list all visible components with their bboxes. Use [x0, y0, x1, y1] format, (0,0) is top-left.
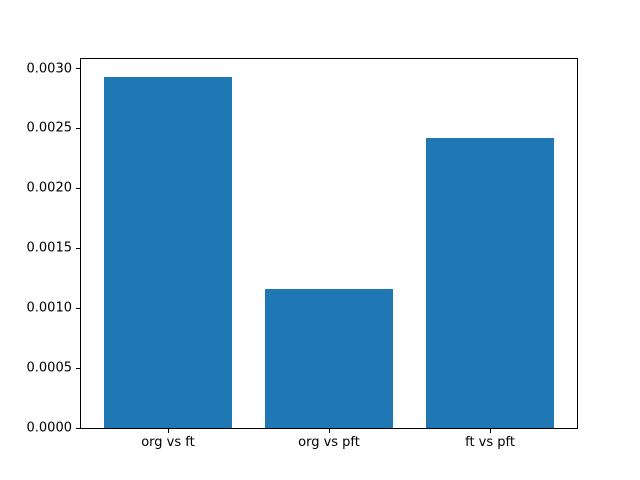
y-axis-tick-label: 0.0030 — [26, 61, 73, 77]
x-axis-tick-mark — [490, 429, 492, 433]
y-axis-tick-mark — [76, 127, 80, 129]
x-axis-tick-mark — [329, 429, 330, 433]
bar — [103, 76, 233, 428]
plot-area: org vs ft org vs pft ft vs pft 0.0000 0.0005… — [27, 58, 578, 449]
y-axis-tick-label: 0.0025 — [26, 120, 73, 136]
y-axis-tick-mark — [76, 68, 80, 70]
y-axis-tick-mark — [76, 307, 80, 309]
y-axis-tick-mark — [76, 367, 80, 369]
x-axis-tick-label: org vs pft — [298, 435, 360, 450]
y-axis-tick-label: 0.0005 — [26, 360, 73, 376]
y-axis-tick-mark — [76, 427, 80, 429]
y-axis-tick-label: 0.0015 — [26, 240, 73, 256]
bar — [425, 138, 555, 428]
bar — [264, 289, 394, 428]
x-axis-tick-mark — [167, 429, 169, 433]
x-axis-tick-label: ft vs pft — [465, 435, 515, 450]
y-axis-tick-label: 0.0000 — [26, 420, 73, 436]
y-axis-tick-mark — [76, 187, 80, 189]
x-axis-tick-label: org vs ft — [141, 435, 195, 450]
y-axis-tick-mark — [76, 247, 80, 249]
y-axis-tick-label: 0.0020 — [26, 180, 73, 196]
y-axis-tick-label: 0.0010 — [26, 300, 73, 316]
